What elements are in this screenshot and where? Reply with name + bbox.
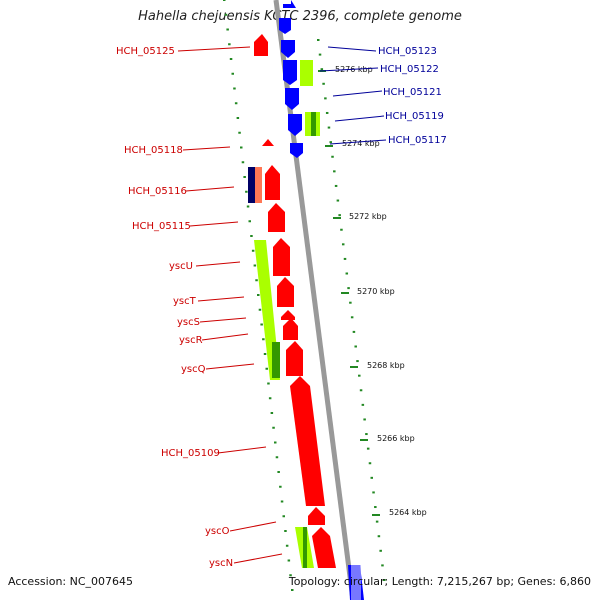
gene-yscQ[interactable] — [286, 341, 303, 376]
kbp-label-5274: 5274 kbp — [342, 139, 380, 148]
gene-yscS[interactable] — [281, 310, 295, 320]
label-yscR[interactable]: yscR — [179, 335, 203, 346]
gene-yscQ-dark — [272, 342, 280, 378]
label-HCH_05122[interactable]: HCH_05122 — [380, 64, 439, 75]
gene-HCH_05115[interactable] — [268, 203, 285, 232]
accession-text: Accession: NC_007645 — [8, 575, 134, 588]
label-HCH_05109[interactable]: HCH_05109 — [161, 448, 220, 459]
gene-yscN-dark — [303, 527, 307, 568]
label-HCH_05116[interactable]: HCH_05116 — [128, 186, 187, 197]
gene-HCH_05117[interactable] — [290, 143, 303, 158]
highlight-genes-left — [254, 240, 314, 568]
kbp-label-5270: 5270 kbp — [357, 287, 395, 296]
gene-yscN[interactable] — [312, 527, 336, 568]
label-yscN[interactable]: yscN — [209, 558, 233, 569]
gene-HCH_05116-salmon[interactable] — [255, 167, 262, 203]
map-title: Hahella chejuensis KCTC 2396, complete g… — [138, 9, 462, 24]
kbp-label-5266: 5266 kbp — [377, 434, 415, 443]
gene-HCH_05124[interactable] — [283, 0, 296, 8]
kbp-label-5268: 5268 kbp — [367, 361, 405, 370]
label-yscU[interactable]: yscU — [169, 261, 193, 272]
kbp-label-5264: 5264 kbp — [389, 508, 427, 517]
leader-lines-left — [177, 46, 283, 564]
gene-HCH_05121[interactable] — [285, 88, 299, 110]
gene-HCH_05116-navy[interactable] — [248, 167, 255, 203]
label-HCH_05118[interactable]: HCH_05118 — [124, 145, 183, 156]
gene-HCH_05119[interactable] — [288, 114, 302, 136]
gene-bottom-reverse-shade — [351, 565, 361, 600]
genome-summary-text: Topology: circular; Length: 7,215,267 bp… — [288, 575, 591, 588]
label-yscT[interactable]: yscT — [173, 296, 197, 307]
gene-HCH_05123[interactable] — [279, 18, 291, 34]
gene-HCH_05123b[interactable] — [281, 40, 295, 58]
label-yscQ[interactable]: yscQ — [181, 364, 206, 375]
kbp-label-5272: 5272 kbp — [349, 212, 387, 221]
gene-HCH_05116[interactable] — [265, 165, 280, 200]
gene-HCH_05125[interactable] — [254, 34, 268, 56]
gene-HCH_05118[interactable] — [262, 139, 274, 146]
gene-HCH_05119-dark — [311, 112, 316, 136]
gene-yscO[interactable] — [308, 507, 325, 525]
gene-HCH_05122[interactable] — [283, 60, 297, 85]
label-HCH_05121[interactable]: HCH_05121 — [383, 87, 442, 98]
label-HCH_05123[interactable]: HCH_05123 — [378, 46, 437, 57]
forward-strand-genes — [254, 34, 336, 568]
gene-HCH_05109[interactable] — [290, 376, 325, 506]
gene-yscT[interactable] — [277, 277, 294, 307]
label-HCH_05125[interactable]: HCH_05125 — [116, 46, 175, 57]
gene-HCH_05122-highlight[interactable] — [300, 60, 313, 86]
highlight-genes-right — [300, 60, 320, 136]
label-yscS[interactable]: yscS — [177, 317, 200, 328]
gene-yscU[interactable] — [273, 238, 290, 276]
label-HCH_05115[interactable]: HCH_05115 — [132, 221, 191, 232]
leader-lines-right — [319, 46, 387, 145]
gene-yscR[interactable] — [283, 318, 298, 340]
label-HCH_05117[interactable]: HCH_05117 — [388, 135, 447, 146]
label-HCH_05119[interactable]: HCH_05119 — [385, 111, 444, 122]
scale-ticks — [223, 0, 386, 591]
label-yscO[interactable]: yscO — [205, 526, 230, 537]
